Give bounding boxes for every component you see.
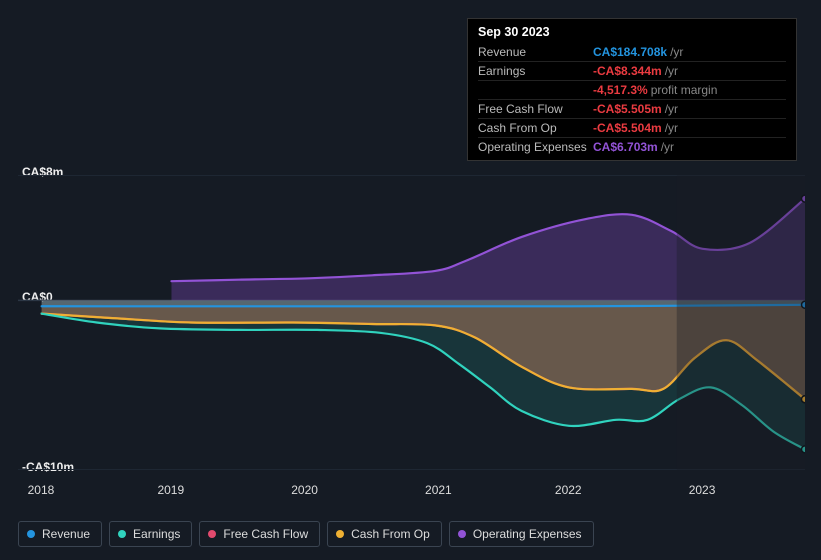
legend-dot-icon <box>118 530 126 538</box>
legend-item-cash-from-op[interactable]: Cash From Op <box>327 521 442 547</box>
chart-svg <box>18 175 805 470</box>
tooltip-row-value: -CA$5.504m <box>593 121 662 135</box>
x-axis-label: 2019 <box>157 483 184 497</box>
tooltip-row-value: CA$6.703m <box>593 140 658 154</box>
tooltip-row-label: Earnings <box>478 64 593 78</box>
legend-item-earnings[interactable]: Earnings <box>109 521 192 547</box>
x-axis-label: 2021 <box>425 483 452 497</box>
x-axis-label: 2020 <box>291 483 318 497</box>
tooltip-row-unit: /yr <box>665 121 678 135</box>
x-axis-label: 2018 <box>28 483 55 497</box>
chart-legend: Revenue Earnings Free Cash Flow Cash From O… <box>18 521 594 547</box>
legend-item-revenue[interactable]: Revenue <box>18 521 102 547</box>
tooltip-row: Cash From Op-CA$5.504m/yr <box>478 118 786 137</box>
tooltip-row-unit: profit margin <box>651 83 718 97</box>
tooltip-row: RevenueCA$184.708k/yr <box>478 43 786 61</box>
tooltip-row-value: -CA$8.344m <box>593 64 662 78</box>
tooltip-row-unit: /yr <box>670 45 683 59</box>
tooltip-row-value: CA$184.708k <box>593 45 667 59</box>
x-axis-label: 2023 <box>689 483 716 497</box>
x-axis-label: 2022 <box>555 483 582 497</box>
legend-item-label: Cash From Op <box>351 527 430 541</box>
tooltip-date: Sep 30 2023 <box>478 25 786 39</box>
legend-item-free-cash-flow[interactable]: Free Cash Flow <box>199 521 320 547</box>
tooltip-row-label: Revenue <box>478 45 593 59</box>
legend-item-operating-expenses[interactable]: Operating Expenses <box>449 521 594 547</box>
tooltip-row: Earnings-CA$8.344m/yr <box>478 61 786 80</box>
legend-dot-icon <box>208 530 216 538</box>
tooltip-row-label: Operating Expenses <box>478 140 593 154</box>
tooltip-row-unit: /yr <box>665 102 678 116</box>
legend-dot-icon <box>336 530 344 538</box>
chart-plot-area <box>18 175 805 470</box>
tooltip-row: -4,517.3%profit margin <box>478 80 786 99</box>
tooltip-row: Operating ExpensesCA$6.703m/yr <box>478 137 786 156</box>
legend-item-label: Operating Expenses <box>473 527 582 541</box>
chart-tooltip: Sep 30 2023 RevenueCA$184.708k/yrEarning… <box>467 18 797 161</box>
tooltip-row-unit: /yr <box>661 140 674 154</box>
tooltip-row-value: -CA$5.505m <box>593 102 662 116</box>
tooltip-row-label: Cash From Op <box>478 121 593 135</box>
tooltip-row-label <box>478 83 593 97</box>
legend-item-label: Earnings <box>133 527 180 541</box>
tooltip-row-label: Free Cash Flow <box>478 102 593 116</box>
legend-item-label: Revenue <box>42 527 90 541</box>
legend-item-label: Free Cash Flow <box>223 527 308 541</box>
legend-dot-icon <box>458 530 466 538</box>
tooltip-row-value: -4,517.3% <box>593 83 648 97</box>
chart-overlay-band <box>677 175 805 470</box>
tooltip-row-unit: /yr <box>665 64 678 78</box>
legend-dot-icon <box>27 530 35 538</box>
tooltip-row: Free Cash Flow-CA$5.505m/yr <box>478 99 786 118</box>
